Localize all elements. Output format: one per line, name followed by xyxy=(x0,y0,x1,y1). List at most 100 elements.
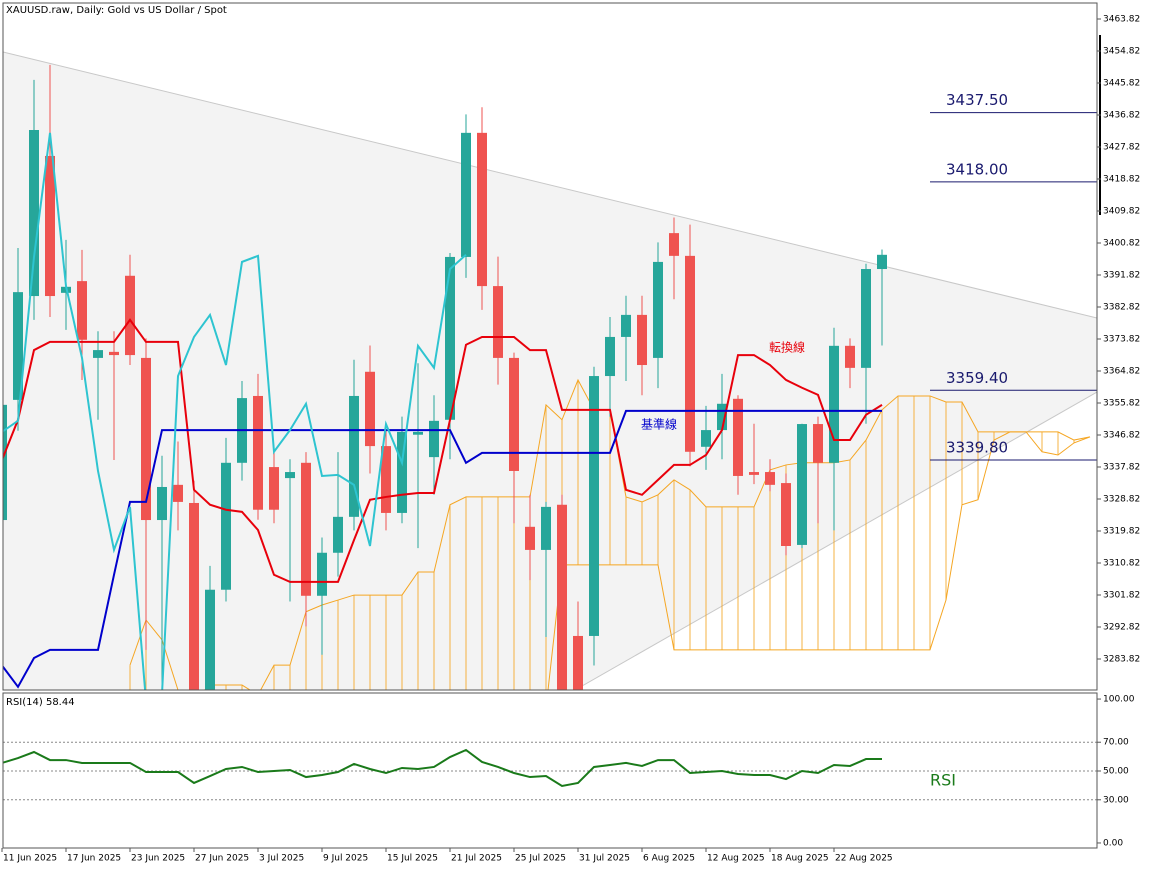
candle-body xyxy=(685,255,695,452)
y-tick-label: 100.00 xyxy=(1103,695,1135,705)
candle-body xyxy=(157,486,167,521)
indicator-line xyxy=(3,318,883,583)
series-label: 基準線 xyxy=(641,417,677,432)
candle-body xyxy=(141,357,151,521)
candle-body xyxy=(173,484,183,502)
candle-body xyxy=(29,130,39,297)
candle-body xyxy=(717,403,727,431)
x-tick-label: 12 Aug 2025 xyxy=(707,854,765,864)
candle-body xyxy=(557,504,567,690)
candle-body xyxy=(605,336,615,377)
candle-body xyxy=(845,345,855,368)
candle-body xyxy=(445,256,455,420)
x-tick-label: 21 Jul 2025 xyxy=(451,854,502,864)
rsi-frame xyxy=(2,692,1098,849)
price-pane xyxy=(3,51,1097,690)
x-tick-label: 27 Jun 2025 xyxy=(195,854,249,864)
candle-body xyxy=(381,446,391,513)
level-label: 3418.00 xyxy=(946,160,1008,178)
price-frame xyxy=(2,2,1098,691)
level-label: 3437.50 xyxy=(946,91,1008,109)
candle-body xyxy=(3,404,7,521)
candle-body xyxy=(589,376,599,636)
candle-body xyxy=(669,233,679,256)
candle-body xyxy=(861,269,871,368)
candle-body xyxy=(397,431,407,513)
candle-body xyxy=(317,552,327,596)
candle-body xyxy=(189,502,199,690)
candle-body xyxy=(477,132,487,287)
candle-body xyxy=(125,275,135,356)
y-tick-label: 3436.82 xyxy=(1103,110,1140,120)
candle-body xyxy=(365,371,375,447)
x-tick-label: 9 Jul 2025 xyxy=(323,854,368,864)
indicator-line xyxy=(3,409,882,689)
rsi-pane xyxy=(3,741,1097,801)
y-tick-label: 3454.82 xyxy=(1103,46,1140,56)
y-tick-label: 3346.82 xyxy=(1103,430,1140,440)
candle-body xyxy=(765,472,775,485)
candle-body xyxy=(429,420,439,458)
candle-body xyxy=(205,589,215,690)
y-tick-label: 3382.82 xyxy=(1103,302,1140,312)
candle-body xyxy=(637,314,647,366)
x-tick-label: 22 Aug 2025 xyxy=(835,854,893,864)
trendline xyxy=(574,391,1097,690)
trendline xyxy=(3,51,1097,319)
candle-body xyxy=(781,483,791,547)
candle-body xyxy=(285,472,295,479)
candle-body xyxy=(221,462,231,590)
candle-body xyxy=(621,314,631,337)
y-tick-label: 3418.82 xyxy=(1103,174,1140,184)
chart-title: XAUUSD.raw, Daily: Gold vs US Dollar / S… xyxy=(6,5,227,16)
indicator-line xyxy=(3,132,467,690)
candle-body xyxy=(813,424,823,463)
rsi-annotation: RSI xyxy=(930,771,956,790)
x-tick-label: 17 Jun 2025 xyxy=(67,854,121,864)
x-tick-label: 3 Jul 2025 xyxy=(259,854,304,864)
candle-body xyxy=(829,345,839,463)
x-tick-label: 11 Jun 2025 xyxy=(3,854,57,864)
y-tick-label: 3319.82 xyxy=(1103,526,1140,536)
rsi-line xyxy=(3,748,882,788)
y-tick-label: 3364.82 xyxy=(1103,366,1140,376)
candle-body xyxy=(93,350,103,358)
candle-body xyxy=(733,398,743,476)
y-tick-label: 50.00 xyxy=(1103,767,1129,777)
y-tick-label: 70.00 xyxy=(1103,738,1129,748)
y-tick-label: 3292.82 xyxy=(1103,622,1140,632)
series-label: 転換線 xyxy=(769,340,805,355)
level-label: 3339.80 xyxy=(946,438,1008,456)
candle-body xyxy=(797,424,807,545)
candle-body xyxy=(573,635,583,690)
candle-body xyxy=(269,467,279,510)
candle-body xyxy=(349,395,359,517)
y-tick-label: 3463.82 xyxy=(1103,14,1140,24)
y-tick-label: 3409.82 xyxy=(1103,206,1140,216)
candle-body xyxy=(541,506,551,550)
candle-body xyxy=(749,472,759,475)
y-tick-label: 3337.82 xyxy=(1103,462,1140,472)
y-tick-label: 3391.82 xyxy=(1103,270,1140,280)
candle-body xyxy=(333,516,343,553)
x-tick-label: 31 Jul 2025 xyxy=(579,854,630,864)
candle-body xyxy=(701,430,711,447)
candle-body xyxy=(877,254,887,270)
y-tick-label: 3310.82 xyxy=(1103,558,1140,568)
y-tick-label: 3355.82 xyxy=(1103,398,1140,408)
y-tick-label: 3445.82 xyxy=(1103,78,1140,88)
candle-body xyxy=(301,462,311,596)
candle-body xyxy=(13,292,23,400)
y-tick-label: 3400.82 xyxy=(1103,238,1140,248)
candle-body xyxy=(253,395,263,510)
y-tick-label: 3301.82 xyxy=(1103,590,1140,600)
candle-body xyxy=(461,132,471,257)
x-tick-label: 6 Aug 2025 xyxy=(643,854,695,864)
candle-body xyxy=(413,431,423,435)
x-tick-label: 25 Jul 2025 xyxy=(515,854,566,864)
x-tick-label: 23 Jun 2025 xyxy=(131,854,185,864)
y-tick-label: 3328.82 xyxy=(1103,494,1140,504)
y-tick-label: 3373.82 xyxy=(1103,334,1140,344)
candle-body xyxy=(493,286,503,358)
